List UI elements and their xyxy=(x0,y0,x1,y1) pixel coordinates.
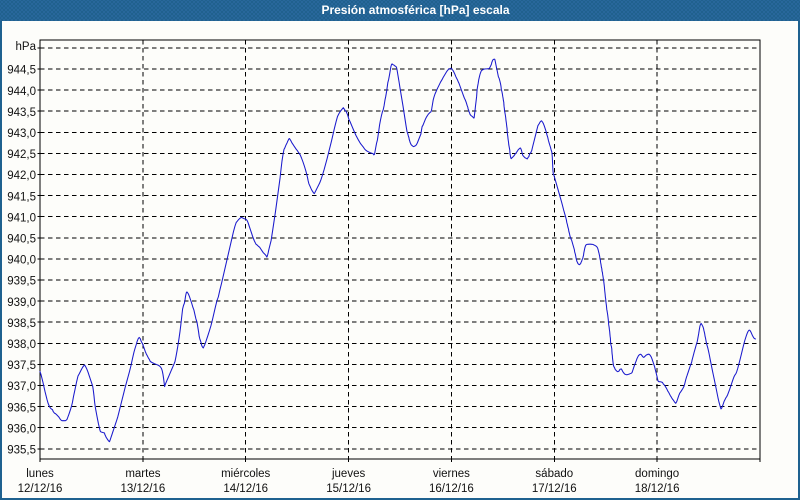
svg-text:944,5: 944,5 xyxy=(7,65,36,77)
svg-text:12/12/16: 12/12/16 xyxy=(18,483,63,495)
svg-text:lunes: lunes xyxy=(26,468,54,480)
svg-text:martes: martes xyxy=(125,468,160,480)
svg-text:15/12/16: 15/12/16 xyxy=(326,483,371,495)
svg-text:18/12/16: 18/12/16 xyxy=(635,483,680,495)
svg-text:944,0: 944,0 xyxy=(7,86,36,98)
svg-text:16/12/16: 16/12/16 xyxy=(429,483,474,495)
svg-text:939,5: 939,5 xyxy=(7,276,36,288)
svg-text:936,0: 936,0 xyxy=(7,423,36,435)
svg-text:jueves: jueves xyxy=(331,468,365,480)
svg-text:943,0: 943,0 xyxy=(7,128,36,140)
svg-text:942,0: 942,0 xyxy=(7,170,36,182)
svg-text:13/12/16: 13/12/16 xyxy=(121,483,166,495)
svg-text:936,5: 936,5 xyxy=(7,402,36,414)
svg-text:941,5: 941,5 xyxy=(7,191,36,203)
svg-text:domingo: domingo xyxy=(635,468,679,480)
svg-text:sábado: sábado xyxy=(535,468,573,480)
svg-text:940,5: 940,5 xyxy=(7,234,36,246)
svg-text:941,0: 941,0 xyxy=(7,212,36,224)
svg-text:935,5: 935,5 xyxy=(7,445,36,457)
svg-text:viernes: viernes xyxy=(433,468,470,480)
svg-text:938,0: 938,0 xyxy=(7,339,36,351)
svg-text:937,5: 937,5 xyxy=(7,360,36,372)
svg-text:hPa: hPa xyxy=(16,41,37,53)
svg-text:937,0: 937,0 xyxy=(7,381,36,393)
svg-text:14/12/16: 14/12/16 xyxy=(223,483,268,495)
svg-text:943,5: 943,5 xyxy=(7,107,36,119)
svg-text:942,5: 942,5 xyxy=(7,149,36,161)
svg-text:938,5: 938,5 xyxy=(7,318,36,330)
svg-text:miércoles: miércoles xyxy=(221,468,270,480)
svg-text:939,0: 939,0 xyxy=(7,297,36,309)
svg-text:17/12/16: 17/12/16 xyxy=(532,483,577,495)
svg-text:940,0: 940,0 xyxy=(7,255,36,267)
